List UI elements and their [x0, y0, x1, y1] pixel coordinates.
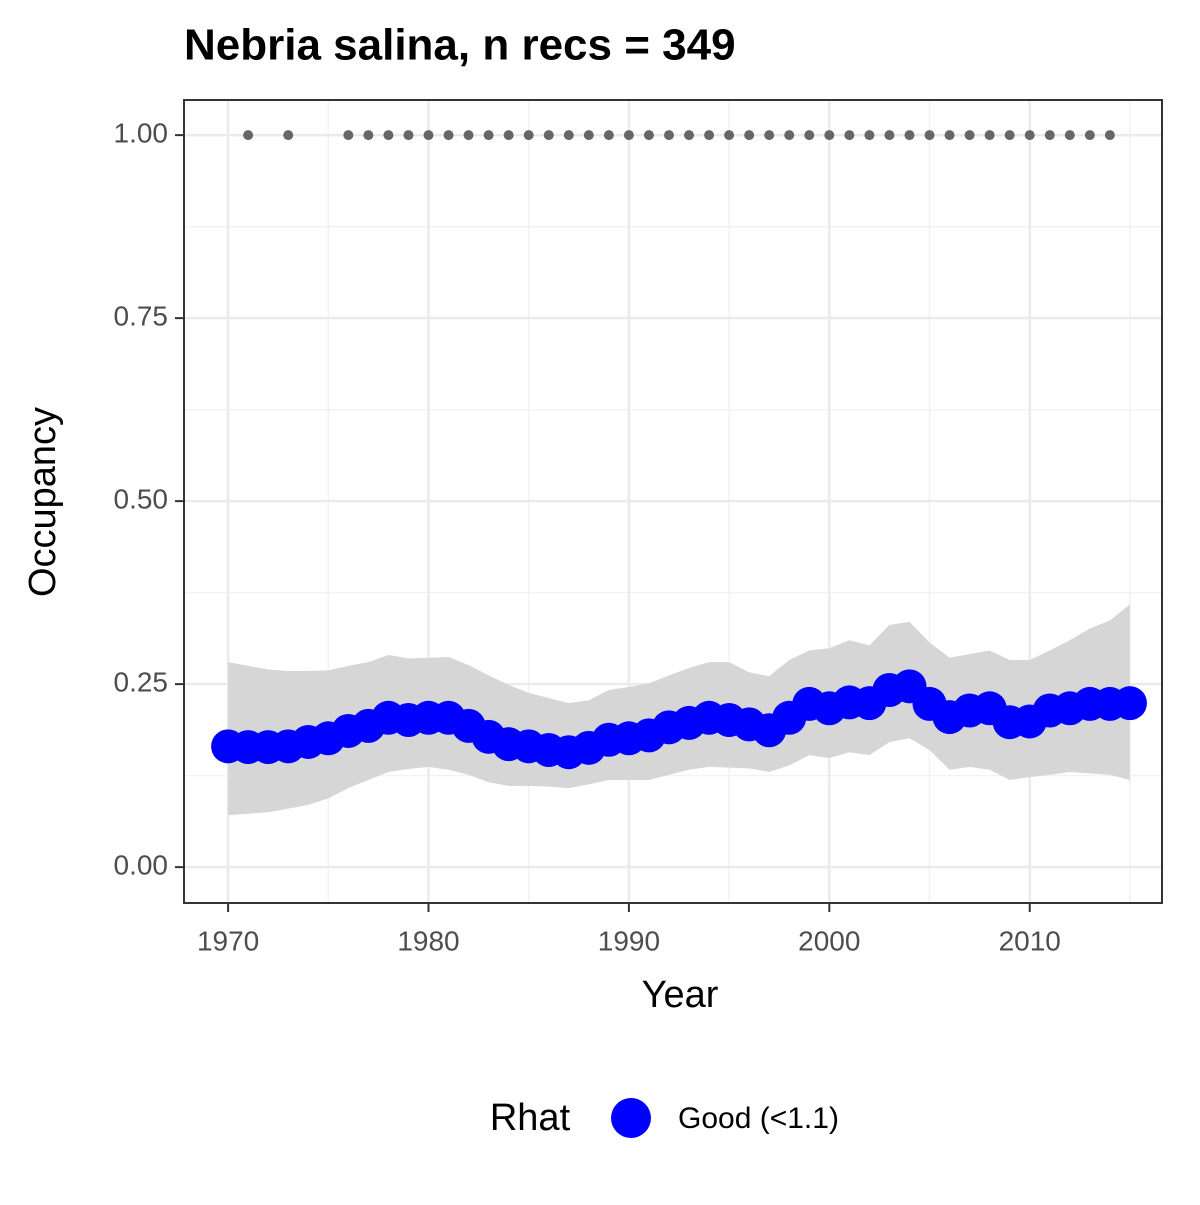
record-point — [924, 130, 935, 141]
record-point — [563, 130, 574, 141]
record-point — [704, 130, 715, 141]
record-point — [864, 130, 875, 141]
record-point — [764, 130, 775, 141]
x-tick-label: 2010 — [999, 925, 1061, 956]
x-tick-label: 1970 — [197, 925, 259, 956]
record-point — [523, 130, 534, 141]
record-point — [1064, 130, 1075, 141]
y-tick-label: 0.50 — [114, 484, 169, 515]
record-point — [1024, 130, 1035, 141]
y-tick-label: 0.00 — [114, 850, 169, 881]
x-tick-label: 1980 — [397, 925, 459, 956]
record-point — [1004, 130, 1015, 141]
legend-title: Rhat — [490, 1097, 571, 1139]
x-axis-title: Year — [642, 974, 719, 1016]
record-point — [343, 130, 354, 141]
record-point — [964, 130, 975, 141]
record-point — [503, 130, 514, 141]
record-point — [784, 130, 795, 141]
y-tick-label: 1.00 — [114, 118, 169, 149]
legend-label: Good (<1.1) — [678, 1102, 839, 1135]
record-point — [744, 130, 755, 141]
record-point — [643, 130, 654, 141]
y-axis-title: Occupancy — [22, 407, 64, 597]
record-point — [944, 130, 955, 141]
record-point — [603, 130, 614, 141]
x-tick-label: 2000 — [798, 925, 860, 956]
record-point — [443, 130, 454, 141]
record-point — [1084, 130, 1095, 141]
record-point — [804, 130, 815, 141]
legend-key — [611, 1098, 651, 1138]
record-point — [623, 130, 634, 141]
record-point — [724, 130, 735, 141]
record-point — [884, 130, 895, 141]
data-point — [1112, 686, 1147, 721]
record-point — [243, 130, 254, 141]
record-point — [383, 130, 394, 141]
record-point — [483, 130, 494, 141]
y-tick-label: 0.75 — [114, 301, 169, 332]
chart-title: Nebria salina, n recs = 349 — [184, 21, 736, 70]
record-point — [403, 130, 414, 141]
record-point — [283, 130, 294, 141]
record-point — [1044, 130, 1055, 141]
record-point — [363, 130, 374, 141]
record-point — [684, 130, 695, 141]
record-point — [1104, 130, 1115, 141]
x-tick-label: 1990 — [598, 925, 660, 956]
record-point — [824, 130, 835, 141]
record-point — [463, 130, 474, 141]
record-point — [423, 130, 434, 141]
record-point — [844, 130, 855, 141]
record-point — [583, 130, 594, 141]
record-point — [984, 130, 995, 141]
record-point — [543, 130, 554, 141]
record-point — [663, 130, 674, 141]
record-point — [904, 130, 915, 141]
panel-border — [183, 99, 1163, 904]
y-tick-label: 0.25 — [114, 667, 169, 698]
